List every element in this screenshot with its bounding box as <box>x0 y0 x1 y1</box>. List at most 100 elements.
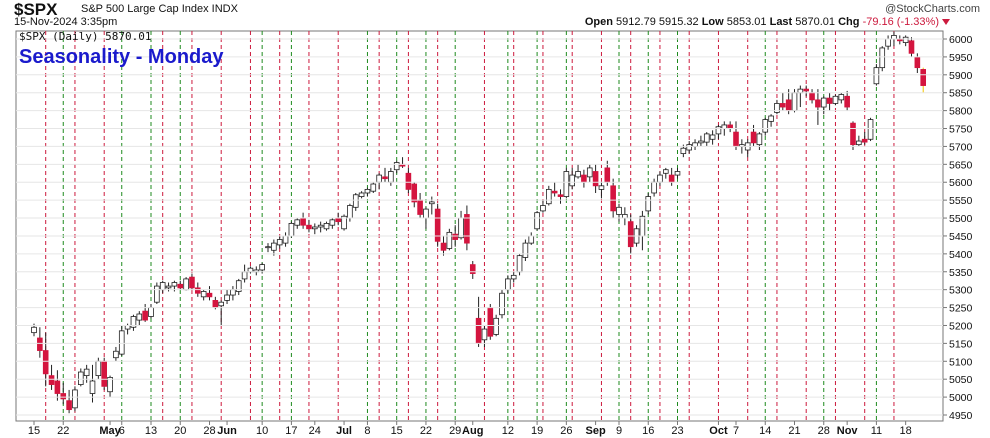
y-tick-label: 5200 <box>949 320 973 332</box>
x-tick-label: Nov <box>837 425 859 437</box>
x-tick-label: 19 <box>531 425 543 437</box>
candle-body <box>171 282 178 287</box>
quote-date: 15-Nov-2024 3:35pm <box>14 16 118 28</box>
candle-body <box>393 162 400 171</box>
candle-body <box>118 330 125 355</box>
candle-body <box>183 278 189 291</box>
x-tick-label: 22 <box>57 425 69 437</box>
candle-body <box>341 215 347 230</box>
candle-body <box>265 246 271 249</box>
open-value: 5912.79 <box>616 16 656 28</box>
candle-body <box>317 224 324 228</box>
candle-body <box>780 103 786 108</box>
x-tick-label: 24 <box>309 425 321 437</box>
x-tick-label: 17 <box>285 425 297 437</box>
x-tick-label: 13 <box>145 425 157 437</box>
credit-text: @StockCharts.com <box>885 3 980 15</box>
candle-body <box>557 194 564 197</box>
x-tick-label: 7 <box>733 425 739 437</box>
candle-body <box>592 171 599 187</box>
candle-body <box>159 282 166 291</box>
chart-header: $SPX S&P 500 Large Cap Index INDX @Stock… <box>0 0 990 30</box>
candle-body <box>294 219 301 226</box>
candle-body <box>551 190 558 194</box>
candle-body <box>235 280 242 292</box>
chg-label: Chg <box>838 16 860 28</box>
candle-body <box>750 131 757 144</box>
candle-body <box>546 188 552 205</box>
x-tick-label: 18 <box>900 425 912 437</box>
candle-body <box>616 206 622 215</box>
x-tick-label: 8 <box>364 425 370 437</box>
candle-body <box>920 69 926 86</box>
candle-body <box>885 38 891 47</box>
x-tick-label: 23 <box>671 425 683 437</box>
candle-body <box>458 217 464 239</box>
y-tick-label: 5450 <box>949 231 973 243</box>
x-tick-label: Jul <box>336 425 352 437</box>
candle-body <box>756 133 763 146</box>
candle-body <box>768 115 774 122</box>
candle-body <box>124 325 131 330</box>
symbol-description: S&P 500 Large Cap Index INDX <box>81 3 238 15</box>
candle-body <box>867 119 874 140</box>
x-tick-label: 26 <box>560 425 572 437</box>
candle-body <box>639 215 646 237</box>
candle-body <box>861 138 868 143</box>
candle-body <box>101 360 108 387</box>
y-tick-label: 5600 <box>949 177 973 189</box>
candle-body <box>815 99 821 108</box>
candle-body <box>113 350 119 359</box>
candle-body <box>715 126 722 135</box>
candle-body <box>212 300 219 308</box>
candle-body <box>540 205 546 212</box>
x-tick-label: Oct <box>709 425 728 437</box>
candle-body <box>218 301 225 307</box>
candle-body <box>610 185 616 212</box>
candle-body <box>54 380 61 394</box>
candle-body <box>423 208 429 219</box>
candle-body <box>516 255 523 273</box>
candle-body <box>148 307 154 317</box>
y-tick-label: 6000 <box>949 34 973 46</box>
candle-body <box>276 239 283 246</box>
candle-body <box>838 94 845 101</box>
chart-title: Seasonality - Monday <box>19 46 224 68</box>
candle-body <box>569 174 575 187</box>
y-tick-label: 5250 <box>949 303 973 315</box>
candle-body <box>598 185 605 190</box>
x-tick-label: 28 <box>818 425 830 437</box>
candle-body <box>464 214 470 244</box>
y-tick-label: 5700 <box>949 141 973 153</box>
candle-body <box>850 122 856 146</box>
candle-body <box>493 317 499 335</box>
candle-body <box>165 285 172 289</box>
y-tick-label: 4950 <box>949 410 973 422</box>
candle-body <box>586 167 593 178</box>
y-tick-label: 5650 <box>949 159 973 171</box>
y-tick-label: 5500 <box>949 213 973 225</box>
candle-body <box>189 276 195 289</box>
x-tick-label: Jun <box>217 425 237 437</box>
candle-body <box>809 92 815 101</box>
candle-body <box>774 103 780 113</box>
y-tick-label: 5350 <box>949 267 973 279</box>
candle-body <box>797 88 804 94</box>
y-tick-label: 5750 <box>949 124 973 136</box>
candle-body <box>282 235 289 244</box>
candle-body <box>452 233 458 240</box>
candle-body <box>376 174 382 183</box>
down-triangle-icon <box>942 19 950 26</box>
candle-body <box>446 231 453 249</box>
candle-body <box>698 140 704 144</box>
y-tick-label: 5900 <box>949 70 973 82</box>
candle-body <box>72 389 78 409</box>
candle-body <box>271 242 277 251</box>
candle-body <box>241 271 248 280</box>
candle-body <box>31 326 37 334</box>
candle-body <box>311 226 318 230</box>
candle-body <box>417 199 423 215</box>
candle-body <box>820 97 827 108</box>
low-label: Low <box>701 16 724 28</box>
